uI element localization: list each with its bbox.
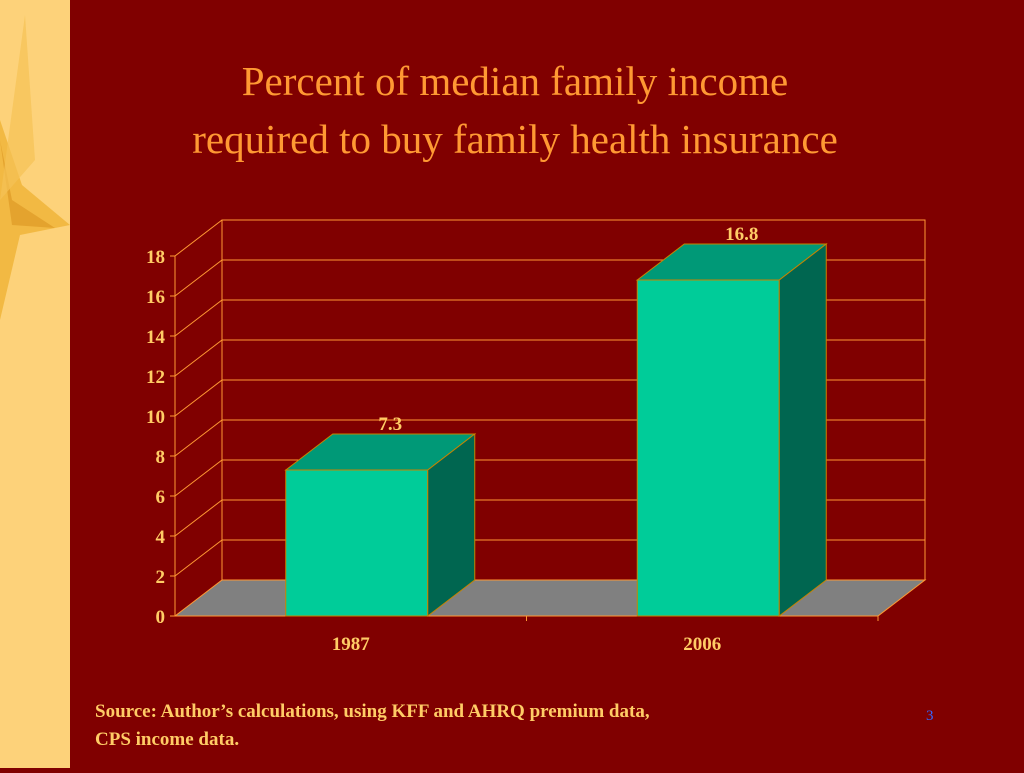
y-tick-label: 12 (146, 367, 165, 388)
x-tick-label: 1987 (332, 634, 371, 655)
x-tick-label: 2006 (683, 634, 721, 655)
y-tick-label: 4 (156, 527, 166, 548)
data-label: 7.3 (378, 414, 402, 435)
source-note-line-1: Source: Author’s calculations, using KFF… (95, 701, 650, 722)
y-tick-label: 2 (156, 567, 166, 588)
y-tick-label: 8 (156, 447, 166, 468)
starburst-decoration-icon (0, 15, 70, 320)
y-tick-label: 0 (156, 607, 166, 628)
y-tick-label: 10 (146, 407, 165, 428)
gridline-diagonal (174, 499, 223, 537)
bar-front (285, 469, 429, 617)
bar-side (427, 432, 476, 618)
y-tick-label: 14 (146, 327, 166, 348)
gridline-diagonal (174, 299, 223, 337)
slide-title-line-2: required to buy family health insurance (192, 116, 838, 162)
source-note-line-2: CPS income data. (95, 729, 240, 750)
gridline-diagonal (174, 259, 223, 297)
decorative-side-band (0, 0, 70, 768)
gridline-diagonal (174, 339, 223, 377)
bar-side (778, 242, 827, 618)
data-label: 16.8 (725, 224, 758, 245)
gridline-diagonal (174, 419, 223, 457)
page-number: 3 (926, 708, 934, 724)
gridline-diagonal (174, 539, 223, 577)
gridline-diagonal (174, 219, 223, 257)
y-tick-label: 6 (156, 487, 166, 508)
slide-title: Percent of median family income required… (70, 52, 960, 168)
gridline-diagonal (174, 459, 223, 497)
source-note: Source: Author’s calculations, using KFF… (95, 698, 875, 754)
slide-title-line-1: Percent of median family income (241, 58, 789, 104)
y-tick-label: 16 (146, 287, 165, 308)
bar-front (636, 279, 780, 617)
gridline-diagonal (174, 379, 223, 417)
y-tick-label: 18 (146, 247, 165, 268)
